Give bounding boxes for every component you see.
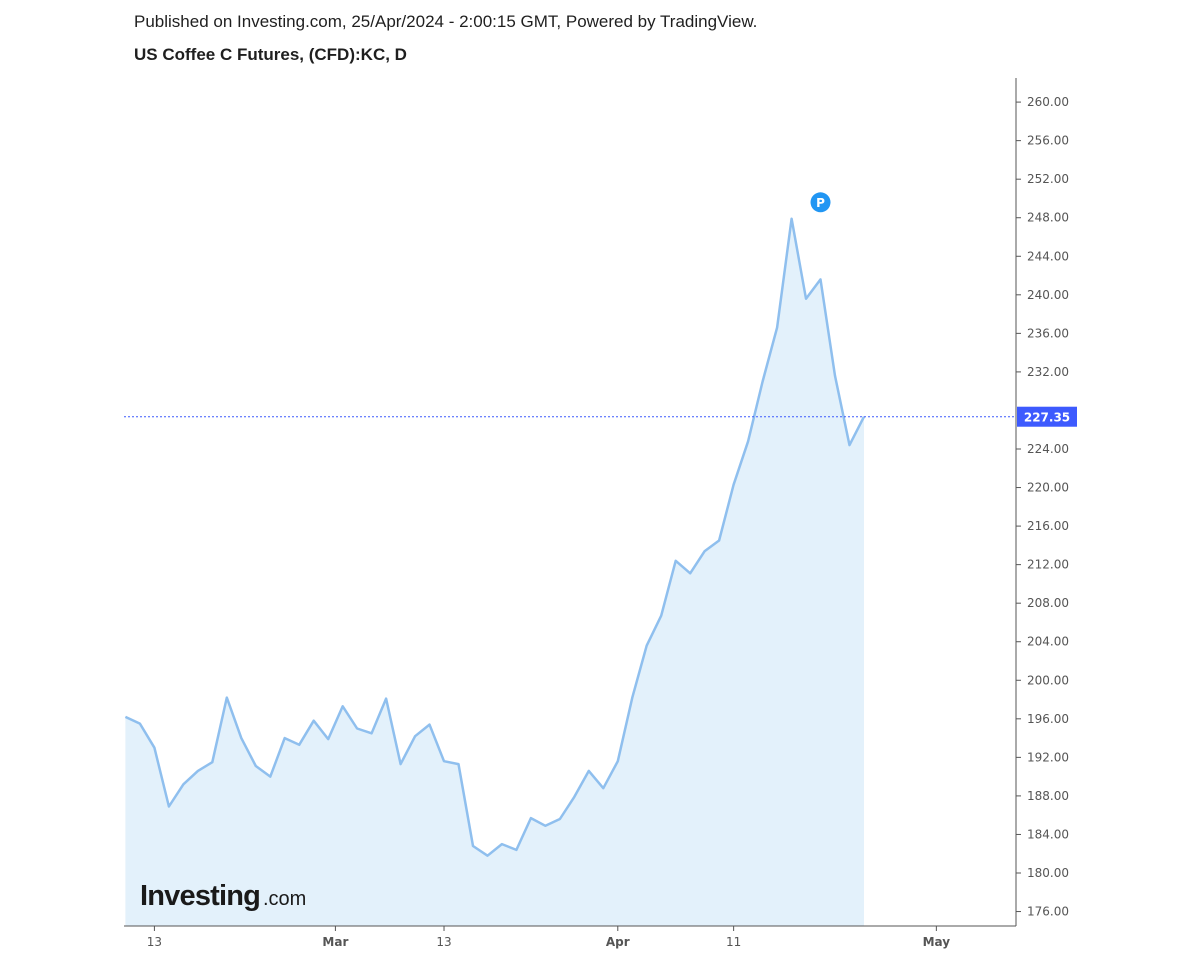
data-point-7[interactable] — [225, 696, 229, 700]
investing-logo: Investing .com — [140, 880, 306, 912]
y-tick-label: 176.00 — [1027, 905, 1069, 919]
data-point-24[interactable] — [471, 844, 475, 848]
y-tick-label: 224.00 — [1027, 442, 1069, 456]
y-tick-label: 232.00 — [1027, 365, 1069, 379]
plot-area[interactable] — [123, 217, 1016, 926]
y-tick-label: 252.00 — [1027, 172, 1069, 186]
data-point-45[interactable] — [775, 326, 779, 330]
data-point-43[interactable] — [746, 439, 750, 443]
data-point-4[interactable] — [181, 782, 185, 786]
y-tick-label: 240.00 — [1027, 288, 1069, 302]
published-note: Published on Investing.com, 25/Apr/2024 … — [134, 12, 758, 31]
x-tick-label: 13 — [147, 935, 162, 949]
data-point-8[interactable] — [239, 736, 243, 740]
x-tick-label: Apr — [606, 935, 630, 949]
y-tick-label: 244.00 — [1027, 249, 1069, 263]
logo-suffix: .com — [263, 888, 306, 910]
data-point-16[interactable] — [355, 727, 359, 731]
data-point-9[interactable] — [254, 764, 258, 768]
data-point-11[interactable] — [283, 736, 287, 740]
data-point-6[interactable] — [210, 760, 214, 764]
data-point-37[interactable] — [659, 614, 663, 618]
data-point-13[interactable] — [312, 719, 316, 723]
data-point-47[interactable] — [804, 297, 808, 301]
y-tick-label: 200.00 — [1027, 673, 1069, 687]
data-point-29[interactable] — [543, 824, 547, 828]
price-series-line — [124, 217, 866, 857]
data-point-44[interactable] — [761, 380, 765, 384]
data-point-3[interactable] — [167, 805, 171, 809]
y-tick-label: 248.00 — [1027, 211, 1069, 225]
last-price-label: 227.35 — [1024, 411, 1070, 425]
data-point-26[interactable] — [500, 842, 504, 846]
y-tick-label: 208.00 — [1027, 596, 1069, 610]
p-marker-label: P — [816, 196, 825, 210]
x-tick-label: 11 — [726, 935, 741, 949]
data-point-19[interactable] — [399, 762, 403, 766]
data-point-18[interactable] — [384, 697, 388, 701]
data-point-23[interactable] — [457, 762, 461, 766]
data-point-35[interactable] — [630, 696, 634, 700]
x-tick-label: 13 — [436, 935, 451, 949]
data-point-48[interactable] — [819, 277, 823, 281]
data-point-30[interactable] — [558, 817, 562, 821]
data-point-14[interactable] — [326, 737, 330, 741]
data-point-10[interactable] — [268, 775, 272, 779]
y-tick-label: 184.00 — [1027, 827, 1069, 841]
logo-main: Investing — [140, 880, 260, 912]
data-point-36[interactable] — [645, 644, 649, 648]
last-price-badge-bg — [1017, 406, 1077, 427]
data-point-1[interactable] — [138, 722, 142, 726]
data-point-20[interactable] — [413, 734, 417, 738]
data-point-17[interactable] — [370, 731, 374, 735]
data-point-33[interactable] — [601, 786, 605, 790]
data-point-15[interactable] — [341, 704, 345, 708]
p-marker-icon[interactable]: P — [810, 192, 831, 213]
y-tick-label: 220.00 — [1027, 481, 1069, 495]
y-tick-label: 204.00 — [1027, 635, 1069, 649]
p-marker-circle[interactable] — [810, 192, 831, 213]
last-price-badge: 227.35 — [1017, 406, 1077, 427]
data-point-40[interactable] — [703, 549, 707, 553]
data-point-42[interactable] — [732, 483, 736, 487]
x-tick-label: May — [923, 935, 951, 949]
x-tick-label: Mar — [322, 935, 348, 949]
data-point-46[interactable] — [790, 217, 794, 221]
time-axis[interactable]: 13 Mar 13 Apr 11 May — [147, 926, 951, 949]
data-point-28[interactable] — [529, 816, 533, 820]
data-point-21[interactable] — [428, 723, 432, 727]
data-point-39[interactable] — [688, 571, 692, 575]
data-point-49[interactable] — [833, 374, 837, 378]
data-point-22[interactable] — [442, 759, 446, 763]
y-tick-label: 256.00 — [1027, 134, 1069, 148]
data-point-41[interactable] — [717, 539, 721, 543]
y-tick-label: 216.00 — [1027, 519, 1069, 533]
y-tick-label: 212.00 — [1027, 558, 1069, 572]
y-tick-label: 192.00 — [1027, 750, 1069, 764]
data-point-50[interactable] — [848, 443, 852, 447]
price-axis[interactable]: 260.00 256.00 252.00 248.00 244.00 240.00 236.… — [1016, 95, 1069, 919]
chart-title: US Coffee C Futures, (CFD):KC, D — [134, 45, 407, 64]
data-point-12[interactable] — [297, 743, 301, 747]
area-fill — [125, 218, 864, 926]
data-point-38[interactable] — [674, 559, 678, 563]
y-tick-label: 188.00 — [1027, 789, 1069, 803]
data-point-0[interactable] — [123, 715, 127, 719]
y-tick-label: 196.00 — [1027, 712, 1069, 726]
data-point-34[interactable] — [616, 759, 620, 763]
data-point-31[interactable] — [572, 795, 576, 799]
data-point-27[interactable] — [514, 848, 518, 852]
y-tick-label: 260.00 — [1027, 95, 1069, 109]
data-point-25[interactable] — [486, 854, 490, 858]
data-point-2[interactable] — [152, 746, 156, 750]
data-point-5[interactable] — [196, 769, 200, 773]
data-point-32[interactable] — [587, 769, 591, 773]
y-tick-label: 180.00 — [1027, 866, 1069, 880]
y-tick-label: 236.00 — [1027, 326, 1069, 340]
